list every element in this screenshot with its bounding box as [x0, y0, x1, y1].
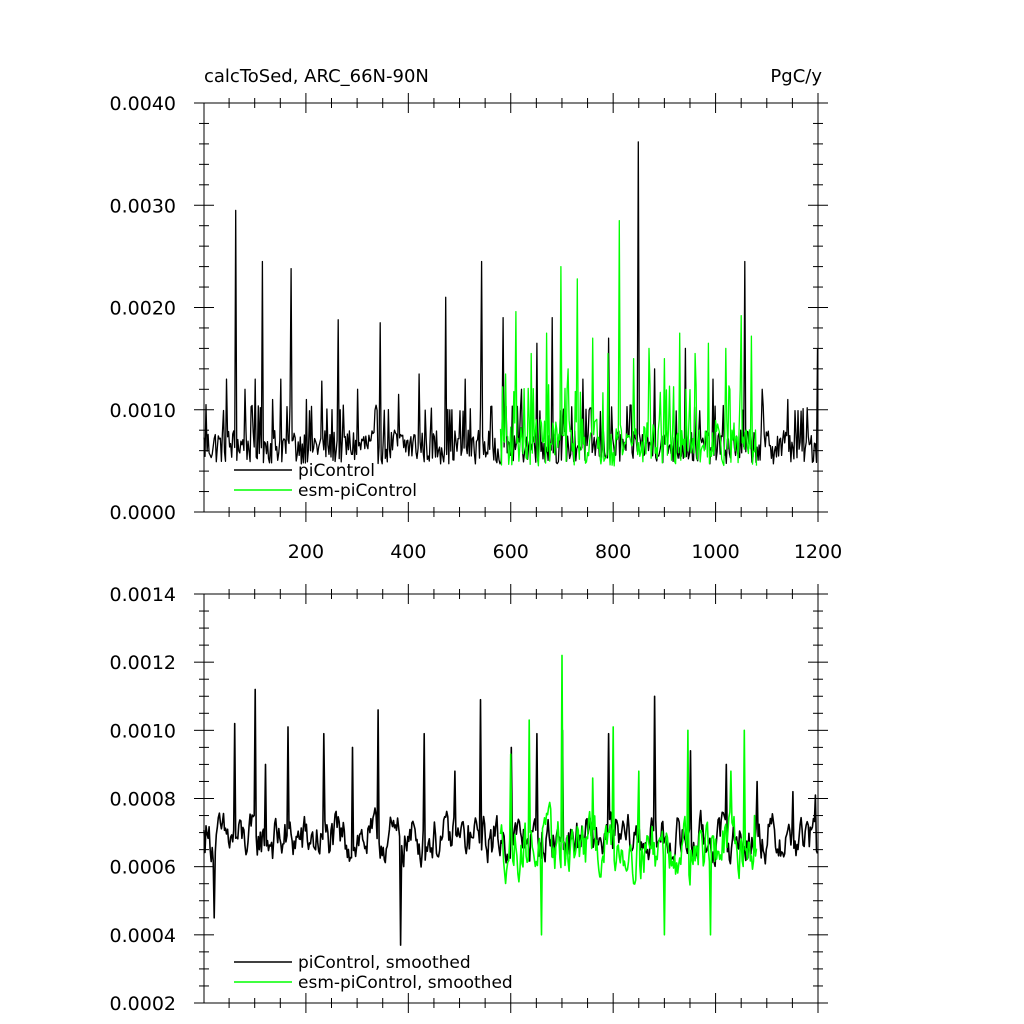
top-y-tick-labels: 0.0000 0.0010 0.0020 0.0030 0.0040 [110, 93, 176, 524]
y-tick-label: 0.0004 [110, 925, 176, 947]
top-x-tick-labels: 200 400 600 800 1000 1200 [288, 541, 842, 563]
y-tick-label: 0.0006 [110, 857, 176, 879]
y-tick-label: 0.0008 [110, 789, 176, 811]
y-tick-label: 0.0012 [110, 652, 176, 674]
top-axis-ticks [194, 93, 828, 522]
top-series-lines [203, 141, 819, 467]
bottom-legend: piControl, smoothed esm-piControl, smoot… [234, 953, 513, 993]
legend-label-picontrol: piControl [298, 461, 375, 481]
bottom-y-tick-labels: 0.0002 0.0004 0.0006 0.0008 0.0010 0.0012 0.00… [110, 584, 176, 1015]
y-tick-label: 0.0030 [110, 195, 176, 217]
series-line-esm-picontrol [499, 219, 758, 467]
legend-label-esm-picontrol-smoothed: esm-piControl, smoothed [298, 973, 513, 993]
chart-title: calcToSed, ARC_66N-90N [204, 66, 429, 87]
legend-label-esm-picontrol: esm-piControl [298, 481, 417, 501]
y-tick-label: 0.0010 [110, 720, 176, 742]
legend-label-picontrol-smoothed: piControl, smoothed [298, 953, 471, 973]
y-tick-label: 0.0014 [110, 584, 176, 606]
top-legend: piControl esm-piControl [234, 461, 417, 501]
bottom-axis-ticks [194, 584, 828, 1013]
units-label: PgC/y [770, 66, 822, 87]
top-chart-panel: calcToSed, ARC_66N-90N PgC/y 0.0000 0.001… [110, 66, 843, 563]
x-tick-label: 200 [288, 541, 324, 563]
x-tick-label: 600 [493, 541, 529, 563]
series-line-picontrol [203, 141, 819, 465]
y-tick-label: 0.0020 [110, 298, 176, 320]
y-tick-label: 0.0002 [110, 993, 176, 1015]
x-tick-label: 1200 [794, 541, 842, 563]
bottom-chart-panel: 0.0002 0.0004 0.0006 0.0008 0.0010 0.0012 0.00… [110, 584, 828, 1015]
series-line-esm-picontrol-smoothed [499, 654, 758, 936]
y-tick-label: 0.0010 [110, 400, 176, 422]
x-tick-label: 800 [595, 541, 631, 563]
x-tick-label: 1000 [691, 541, 739, 563]
bottom-series-lines [203, 654, 819, 946]
x-tick-label: 400 [390, 541, 426, 563]
y-tick-label: 0.0000 [110, 502, 176, 524]
y-tick-label: 0.0040 [110, 93, 176, 115]
